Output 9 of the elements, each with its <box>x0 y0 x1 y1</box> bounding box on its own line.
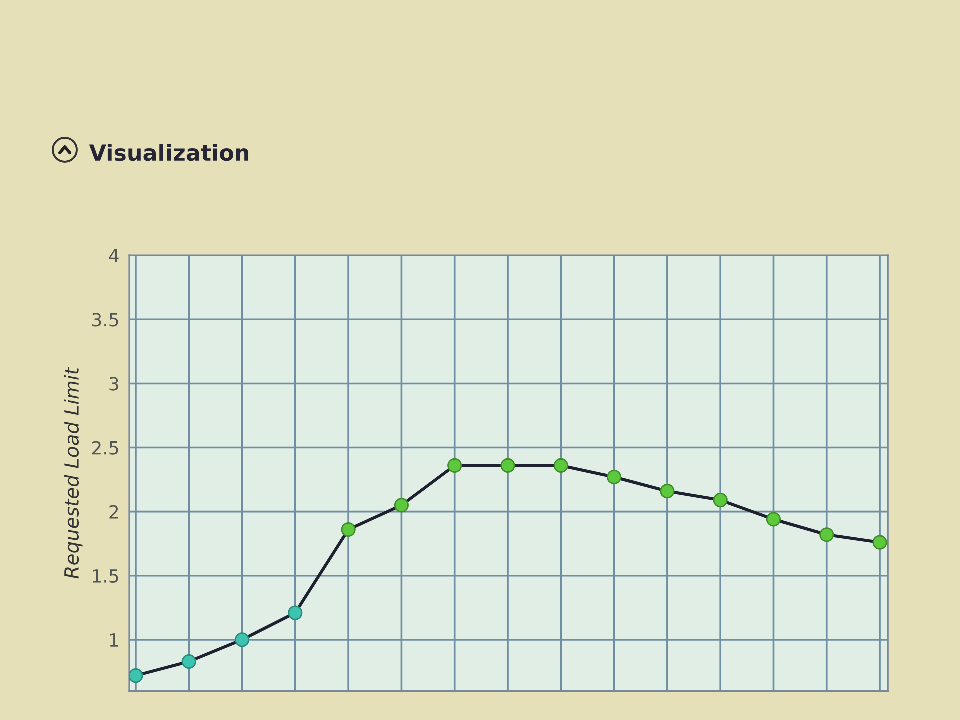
y-tick-label: 2 <box>110 505 118 519</box>
y-tick-label: 3.5 <box>92 313 118 327</box>
y-tick-label: 1.5 <box>93 570 118 584</box>
y-tick-label: 1 <box>110 634 118 647</box>
y-tick-label: 3 <box>110 377 118 391</box>
y-axis-title: Requested Load Limit <box>64 366 83 579</box>
y-tick-label: 4 <box>109 249 119 262</box>
y-tick-label: 2.5 <box>92 441 118 455</box>
chart-title: Visualization <box>89 144 249 162</box>
